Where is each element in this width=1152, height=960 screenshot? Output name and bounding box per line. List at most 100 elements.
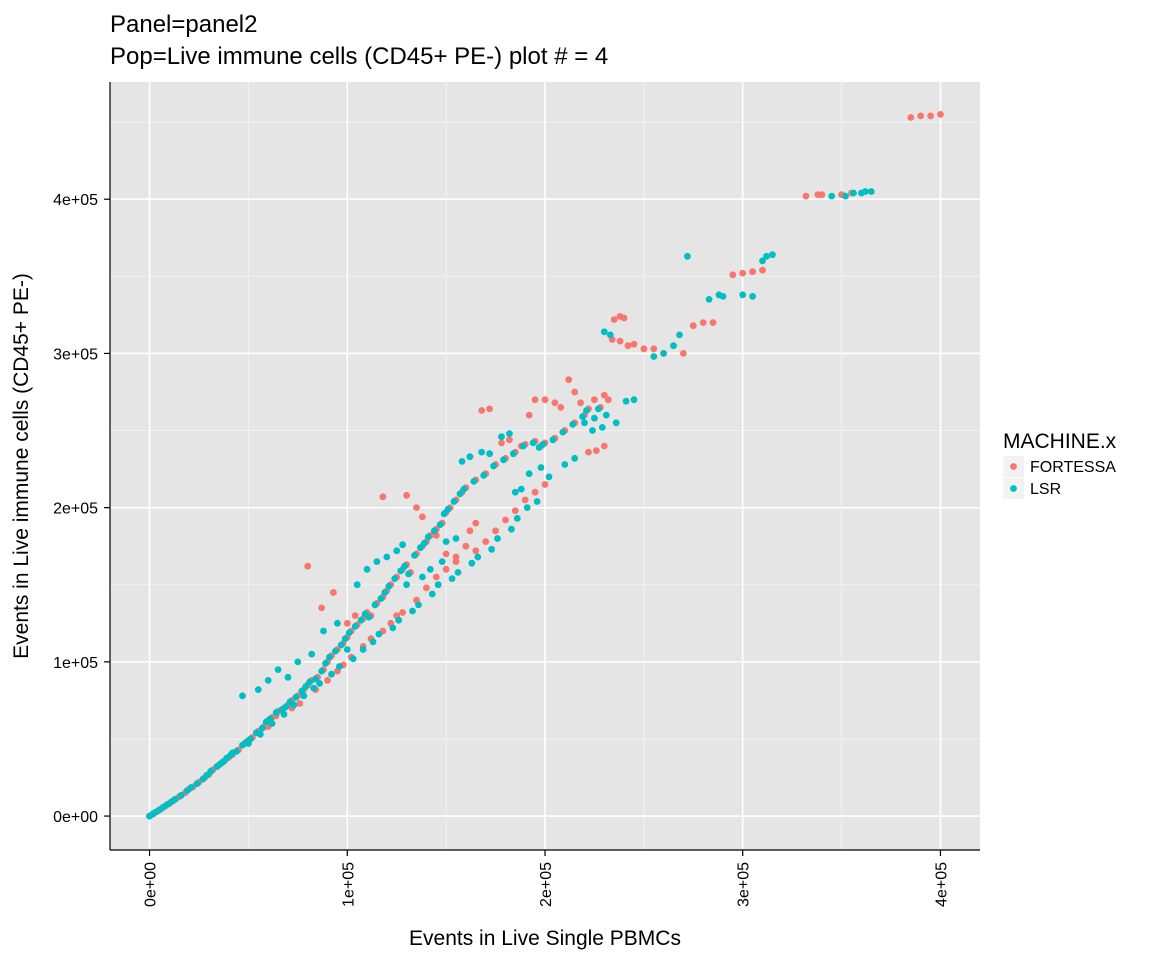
data-point: [458, 458, 466, 465]
data-point: [268, 720, 276, 727]
data-point: [549, 436, 557, 444]
x-tick-label: 4e+05: [933, 862, 950, 907]
data-point: [630, 340, 638, 348]
data-point: [403, 581, 410, 589]
data-point: [650, 345, 658, 353]
data-point: [482, 538, 490, 545]
data-point: [363, 565, 371, 573]
data-point: [763, 252, 770, 260]
data-point: [353, 581, 361, 589]
data-point: [217, 760, 225, 767]
data-point: [351, 623, 359, 630]
data-point: [802, 192, 810, 200]
data-point: [442, 565, 450, 573]
data-point: [399, 609, 406, 616]
data-point: [602, 411, 610, 419]
data-point: [417, 544, 424, 552]
data-point: [405, 570, 412, 578]
data-point: [341, 635, 349, 643]
data-point: [478, 448, 486, 456]
data-point: [606, 331, 614, 339]
y-tick-label: 4e+05: [53, 192, 98, 209]
data-point: [409, 607, 416, 615]
data-point: [684, 252, 691, 260]
data-point: [171, 795, 179, 803]
data-point: [541, 481, 549, 488]
chart-title-line1: Panel=panel2: [110, 11, 257, 38]
data-point: [719, 293, 727, 300]
x-axis-ticks: 0e+00 1e+05 2e+05 3e+05 4e+05: [143, 850, 950, 907]
data-point: [389, 624, 397, 632]
data-point: [565, 376, 573, 383]
data-point: [622, 397, 630, 405]
data-point: [828, 192, 836, 200]
data-point: [640, 345, 648, 353]
data-point: [373, 558, 381, 565]
data-point: [385, 582, 393, 590]
data-point: [689, 322, 697, 330]
data-point: [393, 547, 401, 555]
data-point: [478, 407, 486, 414]
data-point: [411, 552, 418, 559]
data-point: [559, 428, 567, 436]
data-point: [326, 653, 333, 661]
data-point: [850, 189, 857, 197]
y-tick-label: 1e+05: [53, 655, 98, 672]
data-point: [600, 391, 608, 399]
data-point: [343, 619, 351, 627]
data-point: [581, 419, 588, 427]
data-point: [513, 515, 521, 522]
data-point: [294, 658, 302, 666]
data-point: [474, 553, 482, 561]
data-point: [818, 191, 826, 199]
data-point: [357, 616, 365, 624]
data-point: [343, 646, 351, 653]
data-point: [545, 473, 553, 481]
data-point: [508, 525, 515, 533]
x-tick-label: 2e+05: [538, 862, 555, 907]
data-point: [488, 545, 495, 553]
data-point: [359, 646, 367, 653]
data-point: [187, 784, 195, 791]
data-point: [397, 567, 405, 575]
data-point: [466, 527, 474, 535]
legend-title: MACHINE.x: [1003, 430, 1117, 453]
data-point: [328, 670, 335, 678]
data-point: [452, 535, 460, 542]
data-point: [759, 257, 766, 265]
data-point: [525, 470, 533, 478]
data-point: [676, 331, 683, 339]
data-point: [448, 575, 456, 582]
data-point: [254, 686, 262, 693]
y-tick-label: 2e+05: [53, 501, 98, 518]
legend-key-lsr: [1010, 485, 1017, 492]
data-point: [424, 533, 432, 541]
data-point: [413, 504, 420, 511]
data-point: [571, 388, 579, 396]
data-point: [324, 677, 331, 684]
data-point: [177, 791, 185, 799]
data-point: [466, 453, 474, 461]
x-tick-label: 0e+00: [143, 862, 160, 907]
data-point: [517, 485, 525, 493]
data-point: [595, 405, 602, 413]
data-point: [428, 590, 436, 598]
data-point: [583, 407, 590, 414]
data-point: [415, 601, 422, 609]
data-point: [486, 450, 493, 458]
y-tick-label: 0e+00: [53, 809, 98, 826]
chart-title-line2: Pop=Live immune cells (CD45+ PE-) plot #…: [110, 43, 608, 70]
data-point: [377, 595, 385, 602]
data-point: [460, 485, 468, 493]
data-point: [506, 430, 513, 437]
data-point: [419, 513, 426, 521]
data-point: [571, 454, 579, 462]
data-point: [332, 647, 339, 655]
data-point: [316, 680, 323, 687]
data-point: [450, 498, 458, 505]
data-point: [284, 673, 292, 681]
data-point: [430, 527, 438, 535]
data-point: [472, 547, 480, 555]
data-point: [434, 581, 442, 589]
